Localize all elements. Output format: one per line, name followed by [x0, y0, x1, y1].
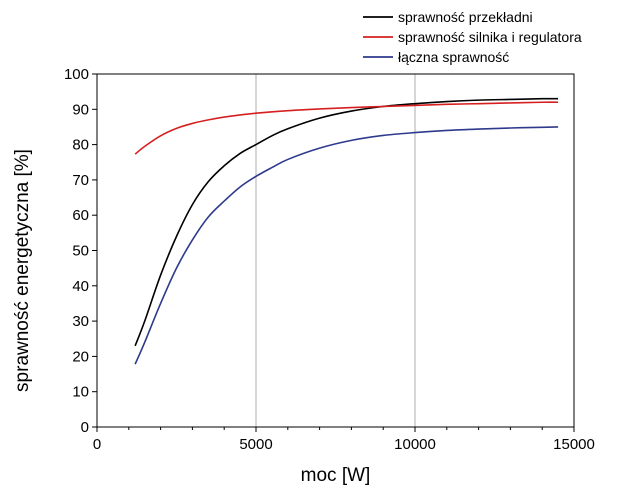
series-line-3 [134, 126, 559, 365]
series-layer [134, 97, 559, 365]
x-tick-label-5000: 5000 [239, 436, 272, 453]
legend-label-1: sprawność przekładni [398, 9, 533, 25]
grid-layer [255, 74, 416, 427]
series-line-1 [134, 97, 559, 347]
y-tick-label-20: 20 [72, 348, 89, 365]
x-tick-label-0: 0 [93, 436, 101, 453]
y-tick-label-40: 40 [72, 278, 89, 295]
y-tick-label-50: 50 [72, 243, 89, 260]
y-tick-label-10: 10 [72, 384, 89, 401]
x-tick-label-10000: 10000 [394, 436, 436, 453]
y-tick-label-30: 30 [72, 313, 89, 330]
legend: sprawność przekładni sprawność silnika i … [363, 9, 582, 65]
y-tick-label-80: 80 [72, 137, 89, 154]
legend-label-2: sprawność silnika i regulatora [398, 29, 582, 45]
y-tick-label-90: 90 [72, 101, 89, 118]
legend-label-3: łączna sprawność [398, 49, 509, 65]
x-axis-label: moc [W] [301, 465, 371, 486]
x-tick-label-15000: 15000 [553, 436, 595, 453]
y-tick-label-70: 70 [72, 172, 89, 189]
y-tick-label-100: 100 [64, 66, 89, 83]
tick-layer: 0 10 20 30 40 50 60 70 80 90 100 0 5000 10000 15000 [64, 66, 595, 453]
series-line-2 [134, 101, 559, 155]
y-tick-label-60: 60 [72, 207, 89, 224]
y-tick-label-0: 0 [81, 419, 89, 436]
plot-frame [96, 73, 575, 428]
y-axis-label: sprawność energetyczna [%] [12, 149, 33, 392]
